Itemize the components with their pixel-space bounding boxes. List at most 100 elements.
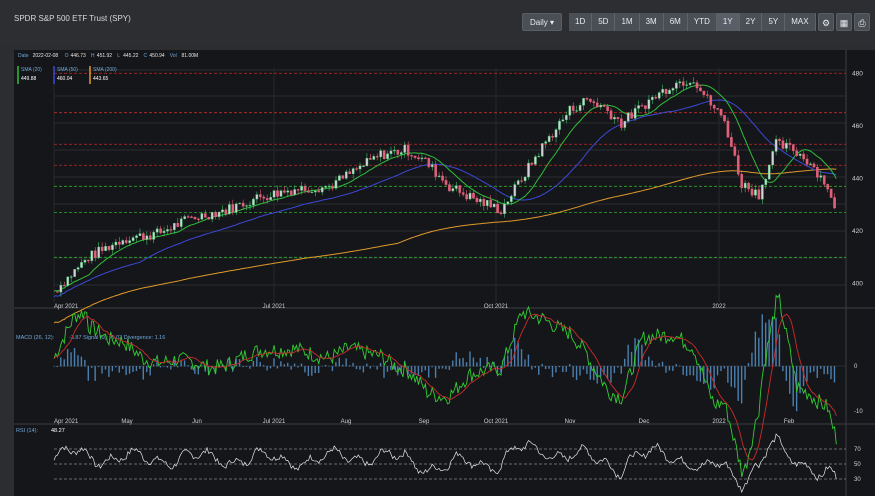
candle-body xyxy=(757,189,761,200)
macd-tick-label: 0 xyxy=(854,364,858,370)
candle-body xyxy=(647,99,651,109)
candle-body xyxy=(272,190,276,198)
candle-body xyxy=(56,291,59,293)
macd-histogram-bar xyxy=(221,364,224,367)
macd-histogram-bar xyxy=(771,316,774,367)
candle-body xyxy=(496,203,499,214)
candle-body xyxy=(630,112,633,119)
candle-body xyxy=(558,120,561,130)
candle-body xyxy=(554,129,558,138)
macd-histogram-bar xyxy=(507,355,509,367)
candle-body xyxy=(300,185,303,191)
candle-body xyxy=(131,237,135,241)
candle-body xyxy=(186,216,190,218)
macd-histogram-bar xyxy=(510,348,512,367)
ohlc-readout: 450.94 xyxy=(149,53,165,59)
candle-body xyxy=(369,158,372,160)
candle-body xyxy=(221,209,224,213)
candle-body xyxy=(444,180,448,185)
macd-tick-label: -10 xyxy=(854,409,863,415)
macd-histogram-bar xyxy=(111,366,114,372)
macd-histogram-bar xyxy=(761,314,763,367)
ohlc-readout: 81.00M xyxy=(182,53,199,59)
candle-body xyxy=(424,157,427,159)
macd-histogram-bar xyxy=(486,356,488,367)
candle-body xyxy=(162,230,166,233)
candle-body xyxy=(750,188,754,196)
macd-histogram-bar xyxy=(300,363,303,367)
range-1d-button[interactable]: 1D xyxy=(569,13,593,31)
candle-body xyxy=(327,185,331,188)
macd-histogram-bar xyxy=(366,363,368,367)
macd-histogram-bar xyxy=(128,366,131,374)
candle-body xyxy=(66,276,70,286)
range-max-button[interactable]: MAX xyxy=(785,13,816,31)
macd-histogram-bar xyxy=(180,359,182,367)
macd-histogram-bar xyxy=(579,366,581,376)
candle-body xyxy=(754,189,757,196)
macd-histogram-bar xyxy=(751,352,753,367)
macd-histogram-bar xyxy=(163,366,165,367)
macd-histogram-bar xyxy=(80,356,83,367)
candle-body xyxy=(214,212,217,217)
candle-body xyxy=(124,240,128,243)
macd-histogram-bar xyxy=(417,366,420,376)
rsi-line xyxy=(53,433,837,494)
price-tick-label: 420 xyxy=(852,228,863,235)
candle-body xyxy=(733,146,737,156)
macd-histogram-bar xyxy=(826,366,829,375)
macd-histogram-bar xyxy=(599,366,602,377)
candle-body xyxy=(111,244,114,250)
candle-body xyxy=(437,175,441,177)
candle-body xyxy=(571,105,575,111)
range-6m-button[interactable]: 6M xyxy=(663,13,688,31)
candle-body xyxy=(706,94,709,96)
range-ytd-button[interactable]: YTD xyxy=(687,13,717,31)
candle-body xyxy=(743,182,747,189)
settings-icon[interactable]: ⚙ xyxy=(818,13,834,31)
candle-body xyxy=(534,156,537,165)
range-1y-button[interactable]: 1Y xyxy=(716,13,740,31)
candle-body xyxy=(420,157,424,160)
candle-body xyxy=(578,105,582,111)
macd-histogram-bar xyxy=(187,365,189,367)
candle-body xyxy=(530,162,534,165)
candle-body xyxy=(747,182,750,190)
macd-histogram-bar xyxy=(802,366,805,387)
macd-line xyxy=(53,293,837,478)
month-label: Apr 2021 xyxy=(54,419,79,425)
calculator-icon[interactable]: ▦ xyxy=(836,13,852,31)
macd-histogram-bar xyxy=(689,366,691,376)
rsi-tick-label: 50 xyxy=(854,462,861,468)
range-1m-button[interactable]: 1M xyxy=(615,13,640,31)
macd-histogram-bar xyxy=(328,365,330,367)
macd-histogram-bar xyxy=(472,357,475,367)
macd-histogram-bar xyxy=(610,366,612,383)
candle-body xyxy=(678,81,682,84)
chart-area[interactable]: 480 460 440 420 400 Apr 2021 Jul 2021 Oct 2021 2… xyxy=(14,50,875,496)
candle-body xyxy=(289,190,293,196)
range-3m-button[interactable]: 3M xyxy=(639,13,664,31)
macd-histogram-bar xyxy=(792,366,794,407)
candle-body xyxy=(661,89,664,93)
print-icon[interactable]: ⎙ xyxy=(854,13,870,31)
range-2y-button[interactable]: 2Y xyxy=(739,13,763,31)
candle-body xyxy=(499,212,503,215)
candle-body xyxy=(351,168,355,174)
month-label: Oct 2021 xyxy=(484,419,509,425)
candle-body xyxy=(386,153,389,159)
candle-body xyxy=(606,106,609,111)
macd-histogram-bar xyxy=(517,341,519,367)
candle-body xyxy=(551,136,554,138)
macd-histogram-bar xyxy=(183,360,186,367)
candle-body xyxy=(675,82,678,89)
macd-histogram-bar xyxy=(527,354,530,367)
stock-chart-svg[interactable]: 480 460 440 420 400 Apr 2021 Jul 2021 Oct 2021 2… xyxy=(14,50,875,496)
candle-body xyxy=(296,189,300,191)
candle-body xyxy=(372,156,376,160)
macd-histogram-bar xyxy=(321,365,323,367)
interval-dropdown[interactable]: Daily ▾ xyxy=(522,13,562,31)
range-5y-button[interactable]: 5Y xyxy=(762,13,786,31)
macd-histogram-bar xyxy=(273,358,275,367)
range-5d-button[interactable]: 5D xyxy=(592,13,616,31)
